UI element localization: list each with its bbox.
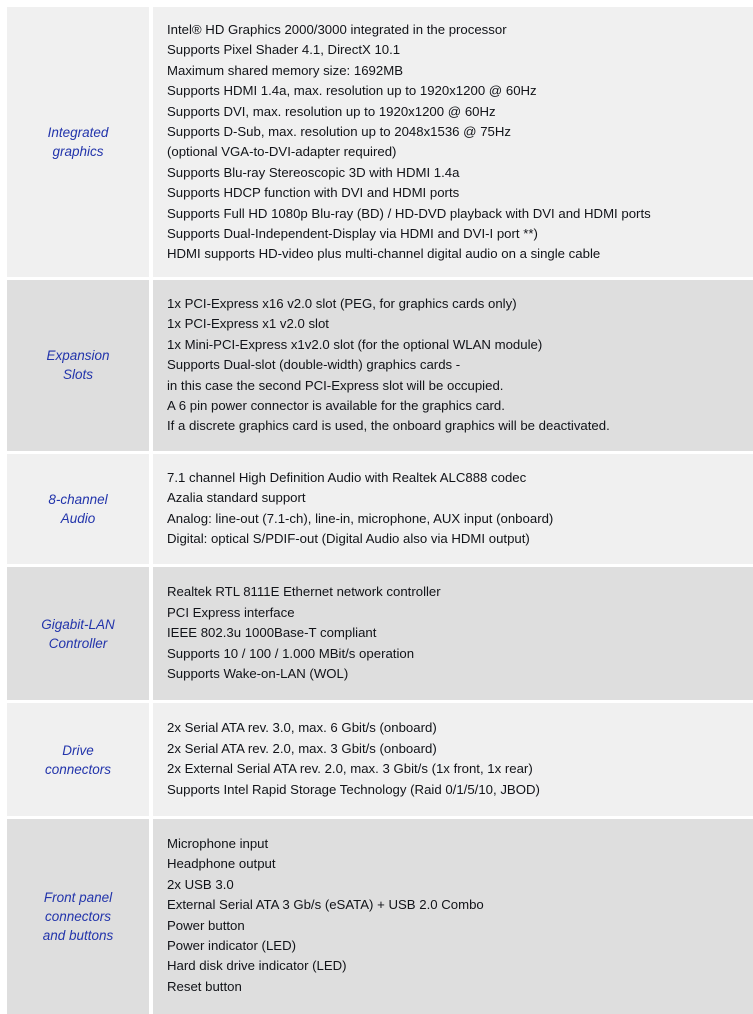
spec-line: Supports Dual-slot (double-width) graphi… <box>167 357 461 373</box>
column-divider <box>149 567 153 701</box>
spec-line: External Serial ATA 3 Gb/s (eSATA) + USB… <box>167 897 484 913</box>
spec-line: IEEE 802.3u 1000Base-T compliant <box>167 625 377 641</box>
spec-line: Azalia standard support <box>167 490 306 506</box>
column-divider <box>149 703 153 816</box>
spec-content-cell: Microphone input Headphone output 2x USB… <box>153 819 753 1014</box>
spec-content-cell: 7.1 channel High Definition Audio with R… <box>153 453 753 565</box>
spec-line: 1x PCI-Express x1 v2.0 slot <box>167 316 329 332</box>
spec-line: Maximum shared memory size: 1692MB <box>167 62 403 78</box>
table-row: 8-channel Audio 7.1 channel High Definit… <box>0 453 753 565</box>
spec-label-text: Drive connectors <box>44 742 112 777</box>
spec-label-cell: Gigabit-LAN Controller <box>7 567 149 701</box>
spec-line: Supports Wake-on-LAN (WOL) <box>167 665 349 681</box>
table-row: Integrated graphics Intel® HD Graphics 2… <box>0 7 753 277</box>
spec-line: Supports Blu-ray Stereoscopic 3D with HD… <box>167 164 460 180</box>
spec-line: HDMI supports HD-video plus multi-channe… <box>167 246 601 262</box>
spec-label-text: Integrated graphics <box>47 124 109 159</box>
spec-line: Supports 10 / 100 / 1.000 MBit/s operati… <box>167 645 415 661</box>
spec-line: Supports D-Sub, max. resolution up to 20… <box>167 124 512 140</box>
spec-line: 2x Serial ATA rev. 3.0, max. 6 Gbit/s (o… <box>167 720 437 736</box>
spec-content-cell: 1x PCI-Express x16 v2.0 slot (PEG, for g… <box>153 279 753 451</box>
spec-line: Supports DVI, max. resolution up to 1920… <box>167 103 496 119</box>
spec-line: 1x PCI-Express x16 v2.0 slot (PEG, for g… <box>167 295 517 311</box>
spec-content-cell: Intel® HD Graphics 2000/3000 integrated … <box>153 7 753 277</box>
spec-line: Supports Dual-Independent-Display via HD… <box>167 226 538 242</box>
spec-line: Realtek RTL 8111E Ethernet network contr… <box>167 584 441 600</box>
spec-line: Hard disk drive indicator (LED) <box>167 958 347 974</box>
spec-line: Digital: optical S/PDIF-out (Digital Aud… <box>167 530 530 546</box>
spec-line: A 6 pin power connector is available for… <box>167 397 505 413</box>
column-divider <box>149 453 153 565</box>
spec-line: 7.1 channel High Definition Audio with R… <box>167 469 527 485</box>
spec-content-cell: 2x Serial ATA rev. 3.0, max. 6 Gbit/s (o… <box>153 703 753 816</box>
spec-label-text: 8-channel Audio <box>48 492 108 527</box>
spec-line: Supports Intel Rapid Storage Technology … <box>167 781 540 797</box>
spec-line: Power indicator (LED) <box>167 938 296 954</box>
spec-line: Intel® HD Graphics 2000/3000 integrated … <box>167 22 507 37</box>
spec-line: Headphone output <box>167 856 276 872</box>
spec-label-cell: 8-channel Audio <box>7 453 149 565</box>
spec-line: Supports Full HD 1080p Blu-ray (BD) / HD… <box>167 205 651 221</box>
spec-line: 1x Mini-PCI-Express x1v2.0 slot (for the… <box>167 336 543 352</box>
spec-line: (optional VGA-to-DVI-adapter required) <box>167 144 397 160</box>
spec-content-cell: Realtek RTL 8111E Ethernet network contr… <box>153 567 753 701</box>
spec-line: in this case the second PCI-Express slot… <box>167 377 504 393</box>
spec-line: 2x Serial ATA rev. 2.0, max. 3 Gbit/s (o… <box>167 740 437 756</box>
spec-label-text: Expansion Slots <box>46 348 110 383</box>
spec-label-text: Front panel connectors and buttons <box>42 890 114 944</box>
spec-line: PCI Express interface <box>167 604 295 620</box>
spec-line: Supports HDMI 1.4a, max. resolution up t… <box>167 83 537 99</box>
table-row: Drive connectors 2x Serial ATA rev. 3.0,… <box>0 703 753 816</box>
spec-line: Power button <box>167 917 245 933</box>
spec-line: Analog: line-out (7.1-ch), line-in, micr… <box>167 510 554 526</box>
table-row: Expansion Slots 1x PCI-Express x16 v2.0 … <box>0 279 753 451</box>
spec-line: Supports HDCP function with DVI and HDMI… <box>167 185 460 201</box>
column-divider <box>149 7 153 277</box>
spec-line: 2x External Serial ATA rev. 2.0, max. 3 … <box>167 761 533 777</box>
spec-line: Reset button <box>167 978 242 994</box>
column-divider <box>149 279 153 451</box>
spec-line: 2x USB 3.0 <box>167 876 234 892</box>
table-row: Front panel connectors and buttons Micro… <box>0 819 753 1014</box>
spec-label-cell: Integrated graphics <box>7 7 149 277</box>
spec-line: Supports Pixel Shader 4.1, DirectX 10.1 <box>167 42 401 58</box>
spec-label-cell: Front panel connectors and buttons <box>7 819 149 1014</box>
spec-label-cell: Expansion Slots <box>7 279 149 451</box>
table-row: Gigabit-LAN Controller Realtek RTL 8111E… <box>0 567 753 701</box>
spec-line: If a discrete graphics card is used, the… <box>167 418 610 434</box>
spec-label-text: Gigabit-LAN Controller <box>41 616 115 651</box>
spec-line: Microphone input <box>167 836 269 851</box>
spec-label-cell: Drive connectors <box>7 703 149 816</box>
